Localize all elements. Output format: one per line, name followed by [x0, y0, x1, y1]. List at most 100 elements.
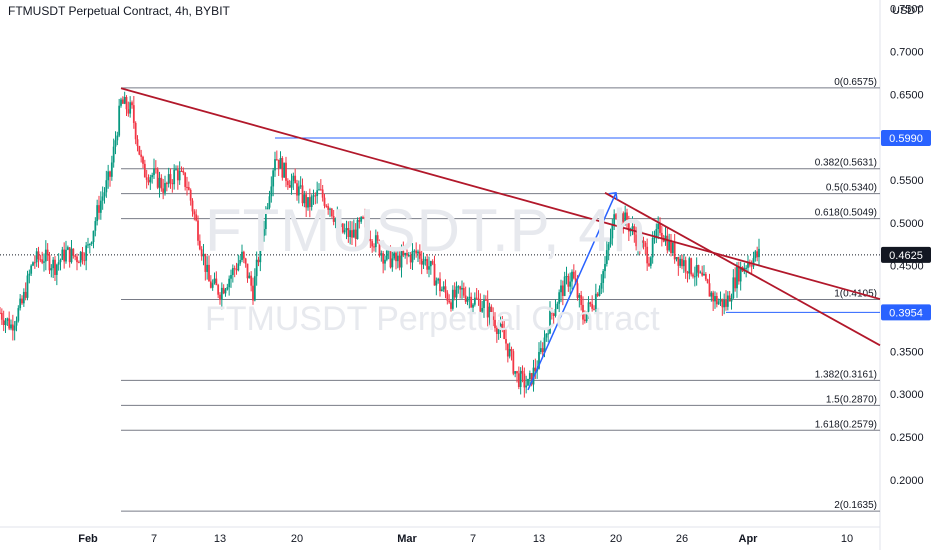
- candle-body: [660, 232, 663, 239]
- candle-body: [120, 99, 122, 106]
- candle-body: [587, 302, 590, 312]
- candle-body: [125, 97, 128, 110]
- lower-channel-line: [604, 192, 881, 347]
- candle-body: [310, 196, 313, 208]
- candle-body: [429, 261, 432, 267]
- candle-body: [710, 292, 713, 297]
- candle-body: [455, 286, 458, 298]
- candle-body: [321, 189, 324, 198]
- candle-body: [481, 308, 484, 312]
- candle-body: [329, 208, 331, 210]
- candle-body: [666, 235, 669, 251]
- candle-body: [270, 186, 273, 197]
- candle-body: [211, 283, 214, 288]
- candle-body: [736, 266, 738, 289]
- candle-body: [208, 264, 210, 282]
- candle-body: [63, 249, 66, 262]
- candle-body: [184, 172, 187, 187]
- candle-body: [341, 223, 344, 233]
- candle-body: [563, 276, 566, 296]
- candle-body: [668, 239, 671, 251]
- candle-body: [424, 259, 427, 262]
- candle-body: [288, 184, 291, 188]
- time-axis-tick: Mar: [397, 533, 417, 545]
- candle-body: [528, 373, 531, 380]
- candle-body: [737, 266, 740, 282]
- candle-body: [231, 268, 234, 275]
- candle-body: [175, 169, 177, 171]
- candle-body: [600, 282, 603, 289]
- candle-body: [503, 329, 506, 340]
- candle-body: [483, 299, 485, 309]
- candle-body: [81, 251, 84, 261]
- candle-body: [446, 292, 449, 301]
- candle-body: [154, 168, 157, 170]
- time-axis-tick: 7: [151, 533, 157, 545]
- candle-body: [103, 192, 106, 197]
- candle-body: [605, 250, 608, 264]
- candle-body: [118, 105, 121, 136]
- candle-body: [422, 261, 425, 265]
- candle-body: [673, 242, 676, 260]
- candle-body: [396, 255, 399, 262]
- candle-body: [442, 286, 445, 290]
- candle-body: [189, 189, 192, 201]
- candle-body: [398, 255, 401, 268]
- candle-body: [501, 323, 504, 330]
- candle-body: [76, 256, 78, 263]
- candle-body: [228, 278, 231, 288]
- candle-body: [134, 122, 137, 140]
- price-badge: [881, 129, 931, 146]
- candle-body: [182, 170, 185, 173]
- candle-body: [517, 373, 520, 388]
- candle-body: [151, 175, 154, 178]
- candle-body: [530, 373, 533, 385]
- candle-body: [13, 325, 16, 331]
- candle-body: [222, 287, 225, 294]
- fib-level-label: 2(0.1635): [834, 500, 877, 511]
- candle-body: [472, 304, 474, 308]
- candle-body: [490, 306, 493, 317]
- candle-body: [492, 316, 495, 320]
- candle-body: [193, 211, 196, 215]
- candle-body: [373, 246, 375, 248]
- candle-body: [15, 320, 18, 326]
- candle-body: [286, 180, 289, 185]
- candle-body: [327, 206, 330, 210]
- candle-body: [391, 258, 394, 268]
- candle-body: [686, 271, 689, 274]
- candle-body: [277, 159, 280, 169]
- candle-body: [624, 212, 627, 226]
- candle-body: [294, 175, 297, 184]
- candle-body: [552, 313, 555, 316]
- candle-body: [657, 223, 660, 230]
- candle-body: [506, 343, 509, 357]
- candle-body: [461, 287, 463, 290]
- candle-body: [692, 274, 694, 277]
- candle-body: [382, 253, 385, 264]
- candle-body: [516, 371, 518, 374]
- candle-body: [717, 301, 720, 305]
- candle-body: [230, 274, 232, 279]
- candle-body: [4, 320, 7, 326]
- time-axis-tick: 26: [676, 533, 688, 545]
- candle-body: [186, 186, 188, 188]
- candle-body: [730, 298, 733, 302]
- candle-body: [609, 238, 612, 245]
- candle-body: [197, 220, 199, 241]
- candle-body: [156, 169, 159, 188]
- candle-body: [395, 252, 397, 262]
- candle-body: [264, 209, 267, 230]
- candle-body: [426, 259, 429, 270]
- candle-body: [116, 135, 119, 141]
- candle-body: [87, 244, 89, 246]
- candle-body: [638, 234, 641, 248]
- candle-body: [459, 286, 462, 290]
- candle-body: [22, 291, 25, 304]
- candle-body: [651, 237, 654, 258]
- time-axis-tick: 10: [841, 533, 853, 545]
- candle-body: [411, 250, 414, 263]
- candle-body: [356, 220, 359, 239]
- candle-body: [109, 171, 111, 177]
